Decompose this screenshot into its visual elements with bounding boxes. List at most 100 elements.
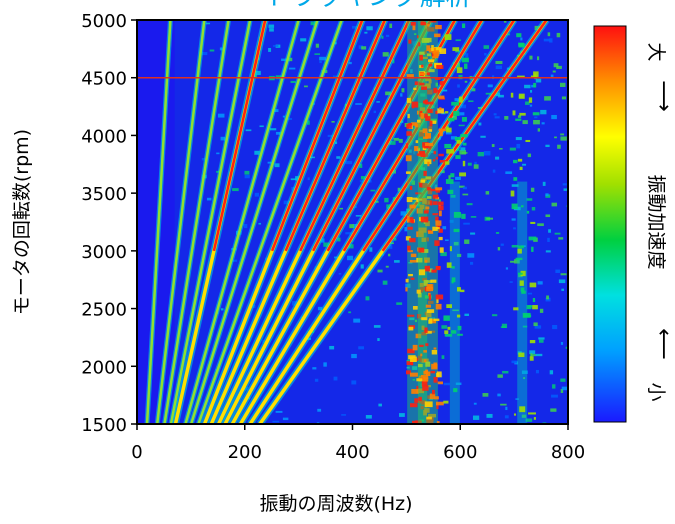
order-line-peak bbox=[212, 20, 267, 252]
heatmap-speckle bbox=[456, 253, 462, 258]
resonance-blob bbox=[406, 123, 412, 129]
heatmap-speckle bbox=[220, 136, 226, 141]
heatmap-speckle bbox=[345, 232, 352, 235]
resonance-blob bbox=[430, 279, 437, 283]
resonance-blob bbox=[433, 362, 438, 369]
resonance-blob bbox=[518, 352, 525, 358]
x-axis-label: 振動の周波数(Hz) bbox=[259, 493, 412, 515]
resonance-blob bbox=[433, 159, 436, 162]
heatmap-speckle bbox=[441, 355, 445, 359]
heatmap-speckle bbox=[522, 325, 528, 328]
heatmap-speckle bbox=[462, 193, 469, 196]
heatmap-speckle bbox=[244, 170, 250, 175]
heatmap-speckle bbox=[209, 49, 215, 52]
resonance-blob bbox=[417, 363, 423, 368]
heatmap-speckle bbox=[516, 143, 521, 149]
resonance-blob bbox=[419, 183, 423, 188]
resonance-blob bbox=[428, 384, 431, 388]
heatmap-speckle bbox=[492, 314, 498, 317]
resonance-blob bbox=[425, 343, 429, 347]
resonance-blob bbox=[413, 87, 417, 90]
heatmap-speckle bbox=[365, 296, 370, 301]
heatmap-speckle bbox=[412, 378, 416, 381]
y-tick-label: 3500 bbox=[81, 184, 127, 205]
heatmap-speckle bbox=[254, 150, 260, 155]
resonance-blob bbox=[446, 262, 452, 268]
heatmap-speckle bbox=[232, 188, 239, 192]
resonance-blob bbox=[425, 304, 432, 308]
heatmap-speckle bbox=[511, 218, 516, 221]
resonance-blob bbox=[419, 282, 424, 287]
resonance-blob bbox=[424, 133, 431, 139]
heatmap-speckle bbox=[275, 131, 282, 135]
resonance-blob bbox=[428, 413, 437, 418]
resonance-blob bbox=[436, 64, 444, 69]
heatmap-speckle bbox=[495, 232, 500, 234]
x-tick-label: 800 bbox=[551, 442, 585, 463]
resonance-blob bbox=[416, 257, 423, 263]
resonance-blob bbox=[427, 395, 430, 399]
heatmap-speckle bbox=[315, 43, 319, 48]
heatmap-speckle bbox=[513, 227, 516, 230]
heatmap-speckle bbox=[521, 370, 528, 374]
resonance-blob bbox=[420, 21, 426, 26]
resonance-blob bbox=[435, 401, 444, 406]
resonance-blob bbox=[430, 370, 436, 374]
heatmap-speckle bbox=[385, 265, 389, 268]
resonance-blob bbox=[411, 219, 415, 224]
resonance-blob bbox=[451, 101, 459, 106]
resonance-blob bbox=[525, 139, 531, 143]
heatmap-speckle bbox=[555, 269, 560, 273]
resonance-blob bbox=[528, 236, 537, 241]
resonance-blob bbox=[415, 192, 422, 195]
heatmap-speckle bbox=[487, 84, 493, 88]
resonance-blob bbox=[423, 71, 429, 75]
resonance-blob bbox=[410, 253, 417, 258]
heatmap-speckle bbox=[534, 325, 542, 329]
resonance-blob bbox=[435, 187, 443, 191]
heatmap-speckle bbox=[355, 215, 362, 217]
heatmap-speckle bbox=[338, 272, 342, 275]
heatmap-speckle bbox=[558, 237, 564, 240]
heatmap-speckle bbox=[545, 193, 549, 197]
order-line bbox=[163, 20, 230, 424]
heatmap-speckle bbox=[486, 217, 494, 220]
resonance-blob bbox=[523, 314, 532, 317]
resonance-blob bbox=[428, 64, 433, 67]
heatmap-speckle bbox=[336, 156, 341, 159]
resonance-blob bbox=[420, 287, 426, 291]
heatmap-speckle bbox=[551, 114, 557, 120]
resonance-blob bbox=[420, 153, 426, 157]
heatmap-speckle bbox=[442, 89, 448, 92]
heatmap-speckle bbox=[556, 65, 562, 70]
resonance-blob bbox=[405, 278, 409, 283]
resonance-blob bbox=[426, 72, 430, 76]
resonance-blob bbox=[417, 355, 422, 360]
heatmap-speckle bbox=[493, 113, 497, 116]
heatmap-speckle bbox=[545, 144, 550, 148]
heatmap-speckle bbox=[406, 224, 411, 228]
heatmap-speckle bbox=[459, 150, 467, 155]
heatmap-speckle bbox=[547, 237, 550, 242]
resonance-blob bbox=[421, 86, 428, 90]
heatmap-speckle bbox=[292, 301, 298, 306]
heatmap-speckle bbox=[491, 144, 495, 148]
resonance-blob bbox=[416, 378, 423, 382]
resonance-blob bbox=[445, 179, 454, 184]
heatmap-speckle bbox=[400, 211, 406, 216]
heatmap-speckle bbox=[412, 366, 418, 370]
resonance-blob bbox=[431, 269, 437, 273]
heatmap-speckle bbox=[327, 134, 334, 138]
heatmap-speckle bbox=[459, 185, 465, 188]
heatmap-speckle bbox=[358, 346, 365, 350]
resonance-blob bbox=[428, 79, 432, 84]
heatmap-speckle bbox=[455, 50, 460, 53]
heatmap-speckle bbox=[501, 323, 508, 329]
resonance-blob bbox=[418, 396, 422, 401]
resonance-blob bbox=[436, 225, 441, 229]
heatmap-speckle bbox=[317, 306, 323, 311]
resonance-blob bbox=[407, 215, 410, 222]
resonance-blob bbox=[424, 152, 429, 157]
resonance-blob bbox=[429, 120, 433, 127]
heatmap-speckle bbox=[474, 161, 477, 165]
